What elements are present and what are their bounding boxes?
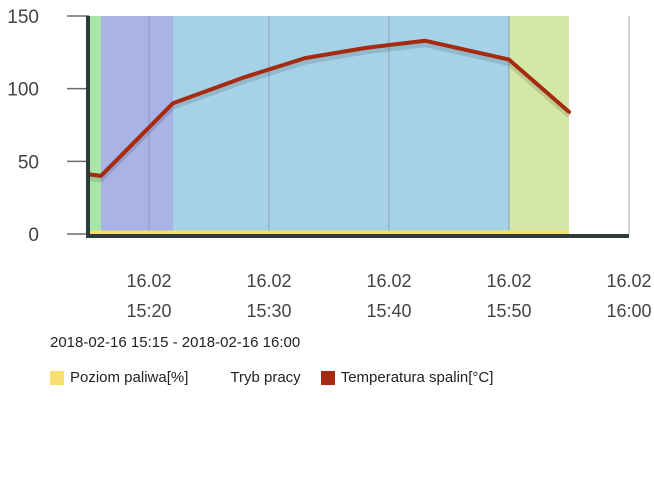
mode-band-1 — [101, 16, 173, 234]
x-tick-labels: 16.02 15:20 16.02 15:30 16.02 15:40 16.02 15:50… — [126, 271, 651, 321]
fuel-series — [89, 230, 569, 236]
legend-label-mode: Tryb pracy — [230, 369, 301, 386]
y-tick-label-1: 50 — [18, 152, 39, 173]
mode-band-3 — [509, 16, 569, 234]
legend-swatch-temp — [320, 370, 335, 385]
temperature-series — [87, 38, 571, 183]
axes — [86, 16, 629, 238]
y-tick-labels: 0 50 100 150 — [7, 7, 39, 246]
legend-item-temp[interactable]: Temperatura spalin[°C] — [320, 369, 494, 386]
fuel-level-bar — [89, 230, 569, 236]
chart: 0 50 100 150 16.02 15:20 16.02 15:30 16.02 15:40… — [7, 7, 651, 321]
legend-label-fuel: Poziom paliwa[%] — [70, 369, 189, 386]
date-range-label: 2018-02-16 15:15 - 2018-02-16 16:00 — [50, 334, 301, 351]
mode-bands — [89, 16, 569, 234]
horizontal-gridlines — [67, 15, 89, 235]
legend-swatch-fuel — [50, 370, 64, 385]
x-tick-time-2: 15:40 — [366, 301, 411, 321]
legend: Poziom paliwa[%] Tryb pracy Temperatura … — [50, 369, 513, 386]
x-tick-date-4: 16.02 — [606, 271, 651, 291]
x-tick-time-3: 15:50 — [486, 301, 531, 321]
legend-item-mode[interactable]: Tryb pracy — [230, 369, 300, 386]
x-tick-date-3: 16.02 — [486, 271, 531, 291]
y-tick-label-0: 0 — [28, 225, 39, 246]
vertical-gridlines — [148, 16, 630, 234]
x-tick-date-2: 16.02 — [366, 271, 411, 291]
y-tick-label-3: 150 — [7, 7, 39, 28]
legend-item-fuel[interactable]: Poziom paliwa[%] — [50, 369, 188, 386]
legend-label-temp: Temperatura spalin[°C] — [340, 369, 494, 386]
x-tick-date-1: 16.02 — [246, 271, 291, 291]
x-tick-time-1: 15:30 — [246, 301, 291, 321]
y-tick-label-2: 100 — [7, 80, 39, 101]
temperature-line-shadow — [88, 42, 571, 183]
x-tick-date-0: 16.02 — [126, 271, 171, 291]
x-tick-time-0: 15:20 — [126, 301, 171, 321]
x-tick-time-4: 16:00 — [606, 301, 651, 321]
mode-band-0 — [89, 16, 101, 234]
